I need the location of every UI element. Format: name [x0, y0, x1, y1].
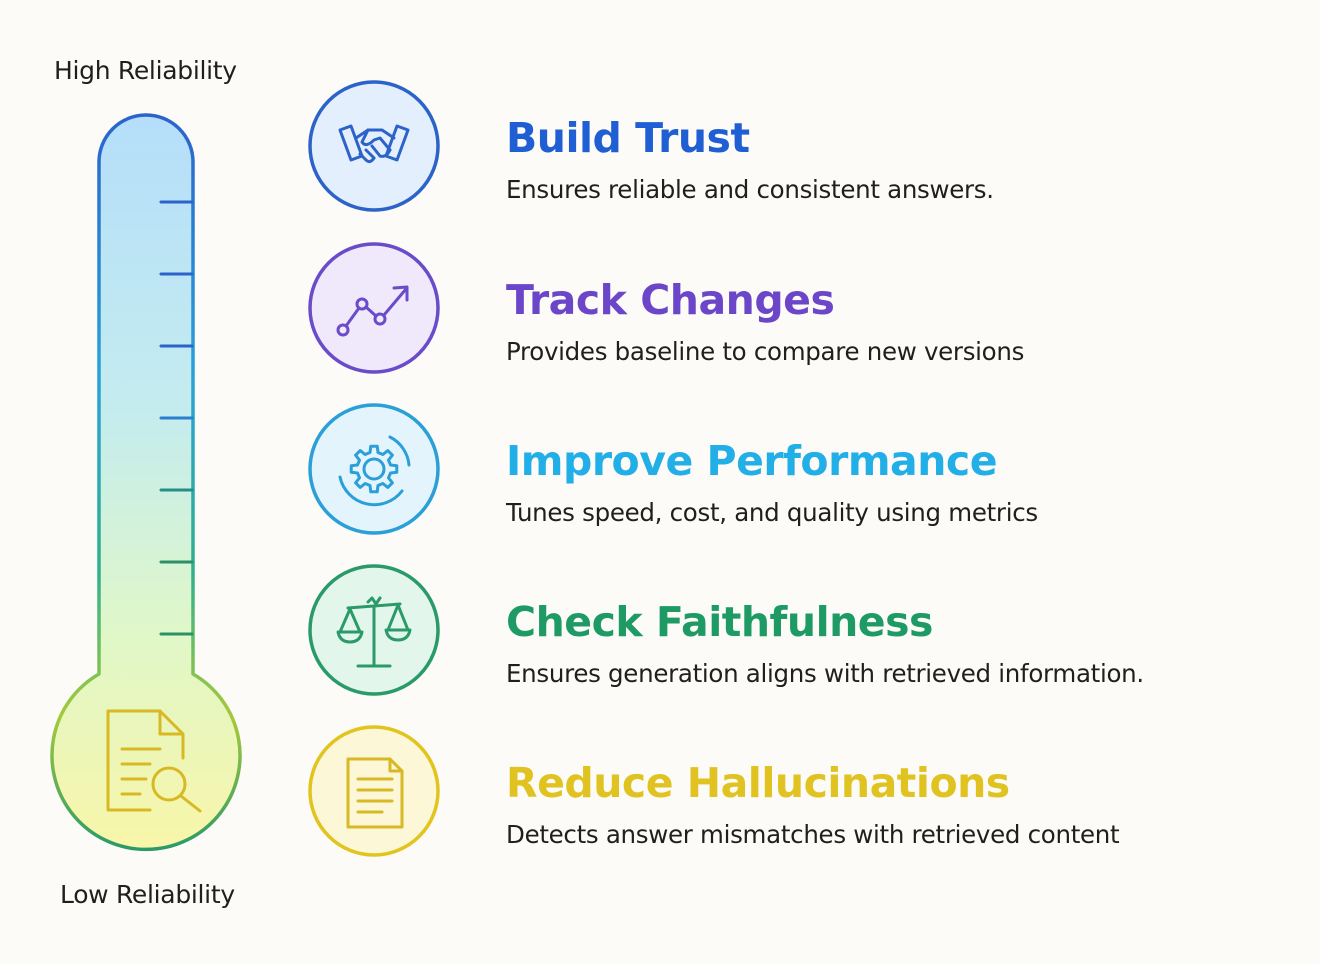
- reliability-thermometer: [50, 113, 242, 852]
- item-title: Build Trust: [506, 114, 750, 162]
- handshake-icon: [338, 124, 410, 164]
- track-changes-badge: [308, 242, 440, 374]
- thermometer-body: [50, 113, 242, 852]
- item-description: Detects answer mismatches with retrieved…: [506, 820, 1120, 849]
- item-title: Improve Performance: [506, 437, 998, 485]
- document-icon: [346, 757, 404, 829]
- item-improve-performance: Improve Performance Tunes speed, cost, a…: [306, 401, 1296, 541]
- item-title: Reduce Hallucinations: [506, 759, 1010, 807]
- item-description: Ensures reliable and consistent answers.: [506, 175, 994, 204]
- document-search-icon: [106, 709, 202, 813]
- check-faithfulness-badge: [308, 564, 440, 696]
- low-reliability-label: Low Reliability: [60, 880, 235, 909]
- gear-icon: [338, 435, 411, 507]
- improve-performance-badge: [308, 403, 440, 535]
- item-description: Provides baseline to compare new version…: [506, 337, 1025, 366]
- item-title: Track Changes: [506, 276, 835, 324]
- item-description: Ensures generation aligns with retrieved…: [506, 659, 1144, 688]
- item-check-faithfulness: Check Faithfulness Ensures generation al…: [306, 562, 1296, 702]
- item-reduce-hallucinations: Reduce Hallucinations Detects answer mis…: [306, 723, 1296, 863]
- item-track-changes: Track Changes Provides baseline to compa…: [306, 240, 1296, 380]
- thermometer-ticks: [159, 200, 194, 636]
- item-build-trust: Build Trust Ensures reliable and consist…: [306, 78, 1296, 218]
- reduce-hallucinations-badge: [308, 725, 440, 857]
- item-title: Check Faithfulness: [506, 598, 933, 646]
- high-reliability-label: High Reliability: [54, 56, 237, 85]
- trend-chart-icon: [336, 285, 409, 337]
- build-trust-badge: [308, 80, 440, 212]
- balance-scale-icon: [336, 596, 412, 668]
- item-description: Tunes speed, cost, and quality using met…: [506, 498, 1038, 527]
